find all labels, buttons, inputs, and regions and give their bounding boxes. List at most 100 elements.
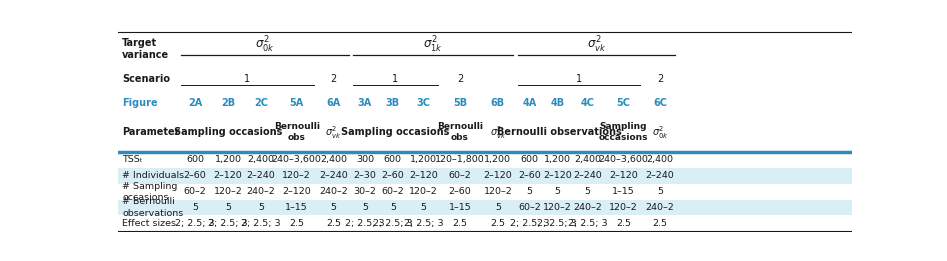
- Text: 3C: 3C: [417, 98, 430, 108]
- Text: 120–2: 120–2: [409, 187, 438, 196]
- Text: 5: 5: [495, 203, 501, 212]
- Text: 1,200: 1,200: [410, 155, 437, 164]
- Text: 2: 2: [331, 74, 336, 84]
- Text: 2C: 2C: [254, 98, 268, 108]
- Text: 60–2: 60–2: [184, 187, 206, 196]
- Text: 120–2: 120–2: [282, 171, 312, 180]
- Text: 600: 600: [520, 155, 539, 164]
- Text: # Individuals: # Individuals: [122, 171, 184, 180]
- Text: 5: 5: [420, 203, 426, 212]
- Text: 2.5: 2.5: [652, 219, 668, 228]
- Text: 2–30: 2–30: [353, 171, 376, 180]
- Text: 1: 1: [392, 74, 399, 84]
- Text: 1,200: 1,200: [215, 155, 241, 164]
- Text: $\sigma_{0k}^{2}$: $\sigma_{0k}^{2}$: [255, 35, 275, 55]
- Text: Scenario: Scenario: [122, 74, 170, 84]
- Text: 240–2: 240–2: [319, 187, 348, 196]
- Text: # Bernoulli
observations: # Bernoulli observations: [122, 197, 184, 217]
- Text: 2A: 2A: [188, 98, 203, 108]
- Text: 5: 5: [584, 187, 591, 196]
- Text: 2–60: 2–60: [184, 171, 206, 180]
- Text: Bernoulli
obs: Bernoulli obs: [274, 122, 320, 142]
- Text: 120–1,800: 120–1,800: [435, 155, 485, 164]
- Text: 2–240: 2–240: [573, 171, 602, 180]
- Text: 5: 5: [390, 203, 396, 212]
- Text: # Sampling
occasions: # Sampling occasions: [122, 182, 177, 202]
- Bar: [118, 168, 852, 184]
- Text: 5: 5: [362, 203, 368, 212]
- Text: 5: 5: [657, 187, 663, 196]
- Text: 1–15: 1–15: [285, 203, 308, 212]
- Text: 600: 600: [384, 155, 402, 164]
- Text: 60–2: 60–2: [518, 203, 541, 212]
- Text: 1,200: 1,200: [544, 155, 571, 164]
- Text: 60–2: 60–2: [382, 187, 404, 196]
- Text: 2–120: 2–120: [214, 171, 242, 180]
- Text: 5A: 5A: [290, 98, 304, 108]
- Text: Bernoulli
obs: Bernoulli obs: [437, 122, 483, 142]
- Text: 5: 5: [225, 203, 231, 212]
- Text: 5: 5: [527, 187, 532, 196]
- Text: 4C: 4C: [581, 98, 595, 108]
- Text: $\sigma_{vk}^{2}$: $\sigma_{vk}^{2}$: [587, 35, 606, 55]
- Text: Figure: Figure: [122, 98, 157, 108]
- Text: 2–120: 2–120: [282, 187, 312, 196]
- Text: 240–3,600: 240–3,600: [272, 155, 322, 164]
- Text: 2; 2.5; 3: 2; 2.5; 3: [403, 219, 443, 228]
- Text: 5C: 5C: [616, 98, 631, 108]
- Text: 2–120: 2–120: [483, 171, 512, 180]
- Text: 1,200: 1,200: [484, 155, 511, 164]
- Bar: [118, 199, 852, 215]
- Text: $\sigma_{1k}^{2}$: $\sigma_{1k}^{2}$: [423, 35, 443, 55]
- Text: 2; 2.5; 3: 2; 2.5; 3: [175, 219, 215, 228]
- Text: 2.5: 2.5: [453, 219, 468, 228]
- Text: 4A: 4A: [522, 98, 537, 108]
- Text: Parameter: Parameter: [122, 127, 180, 137]
- Text: 2–120: 2–120: [609, 171, 637, 180]
- Text: 5: 5: [259, 203, 264, 212]
- Text: 2–240: 2–240: [247, 171, 276, 180]
- Text: 3B: 3B: [385, 98, 400, 108]
- Text: 2: 2: [657, 74, 663, 84]
- Text: 2: 2: [456, 74, 463, 84]
- Text: Target
variance: Target variance: [122, 38, 170, 60]
- Text: 5: 5: [192, 203, 198, 212]
- Text: 240–3,600: 240–3,600: [599, 155, 649, 164]
- Text: 240–2: 240–2: [646, 203, 674, 212]
- Text: 2; 2.5; 3: 2; 2.5; 3: [538, 219, 577, 228]
- Text: 2; 2.5; 3: 2; 2.5; 3: [373, 219, 413, 228]
- Text: Effect sizes: Effect sizes: [122, 219, 176, 228]
- Text: Sampling occasions: Sampling occasions: [341, 127, 450, 137]
- Text: 5: 5: [554, 187, 561, 196]
- Text: 600: 600: [186, 155, 204, 164]
- Text: 6C: 6C: [653, 98, 667, 108]
- Text: 60–2: 60–2: [449, 171, 472, 180]
- Text: 300: 300: [356, 155, 374, 164]
- Text: $\sigma_{vk}^{2}$: $\sigma_{vk}^{2}$: [325, 124, 342, 141]
- Text: 4B: 4B: [550, 98, 564, 108]
- Text: 2; 2.5; 3: 2; 2.5; 3: [208, 219, 248, 228]
- Text: 2; 2.5; 3: 2; 2.5; 3: [568, 219, 608, 228]
- Text: 240–2: 240–2: [247, 187, 276, 196]
- Text: 5: 5: [331, 203, 336, 212]
- Text: 120–2: 120–2: [483, 187, 512, 196]
- Text: 2–60: 2–60: [382, 171, 404, 180]
- Text: 2–120: 2–120: [543, 171, 572, 180]
- Text: 6B: 6B: [491, 98, 505, 108]
- Text: 2; 2.5; 3: 2; 2.5; 3: [345, 219, 384, 228]
- Text: 1–15: 1–15: [612, 187, 634, 196]
- Text: 240–2: 240–2: [573, 203, 602, 212]
- Text: 2–60: 2–60: [518, 171, 541, 180]
- Text: 2,400: 2,400: [247, 155, 275, 164]
- Text: 120–2: 120–2: [543, 203, 572, 212]
- Text: 1–15: 1–15: [449, 203, 472, 212]
- Text: Sampling
occasions: Sampling occasions: [599, 122, 648, 142]
- Text: 2.5: 2.5: [491, 219, 506, 228]
- Text: 120–2: 120–2: [609, 203, 637, 212]
- Text: 2.5: 2.5: [326, 219, 341, 228]
- Text: 2–120: 2–120: [409, 171, 438, 180]
- Text: Sampling occasions: Sampling occasions: [174, 127, 282, 137]
- Text: 1: 1: [576, 74, 582, 84]
- Text: $\sigma_{vk}^{2}$: $\sigma_{vk}^{2}$: [490, 124, 506, 141]
- Bar: [118, 152, 852, 168]
